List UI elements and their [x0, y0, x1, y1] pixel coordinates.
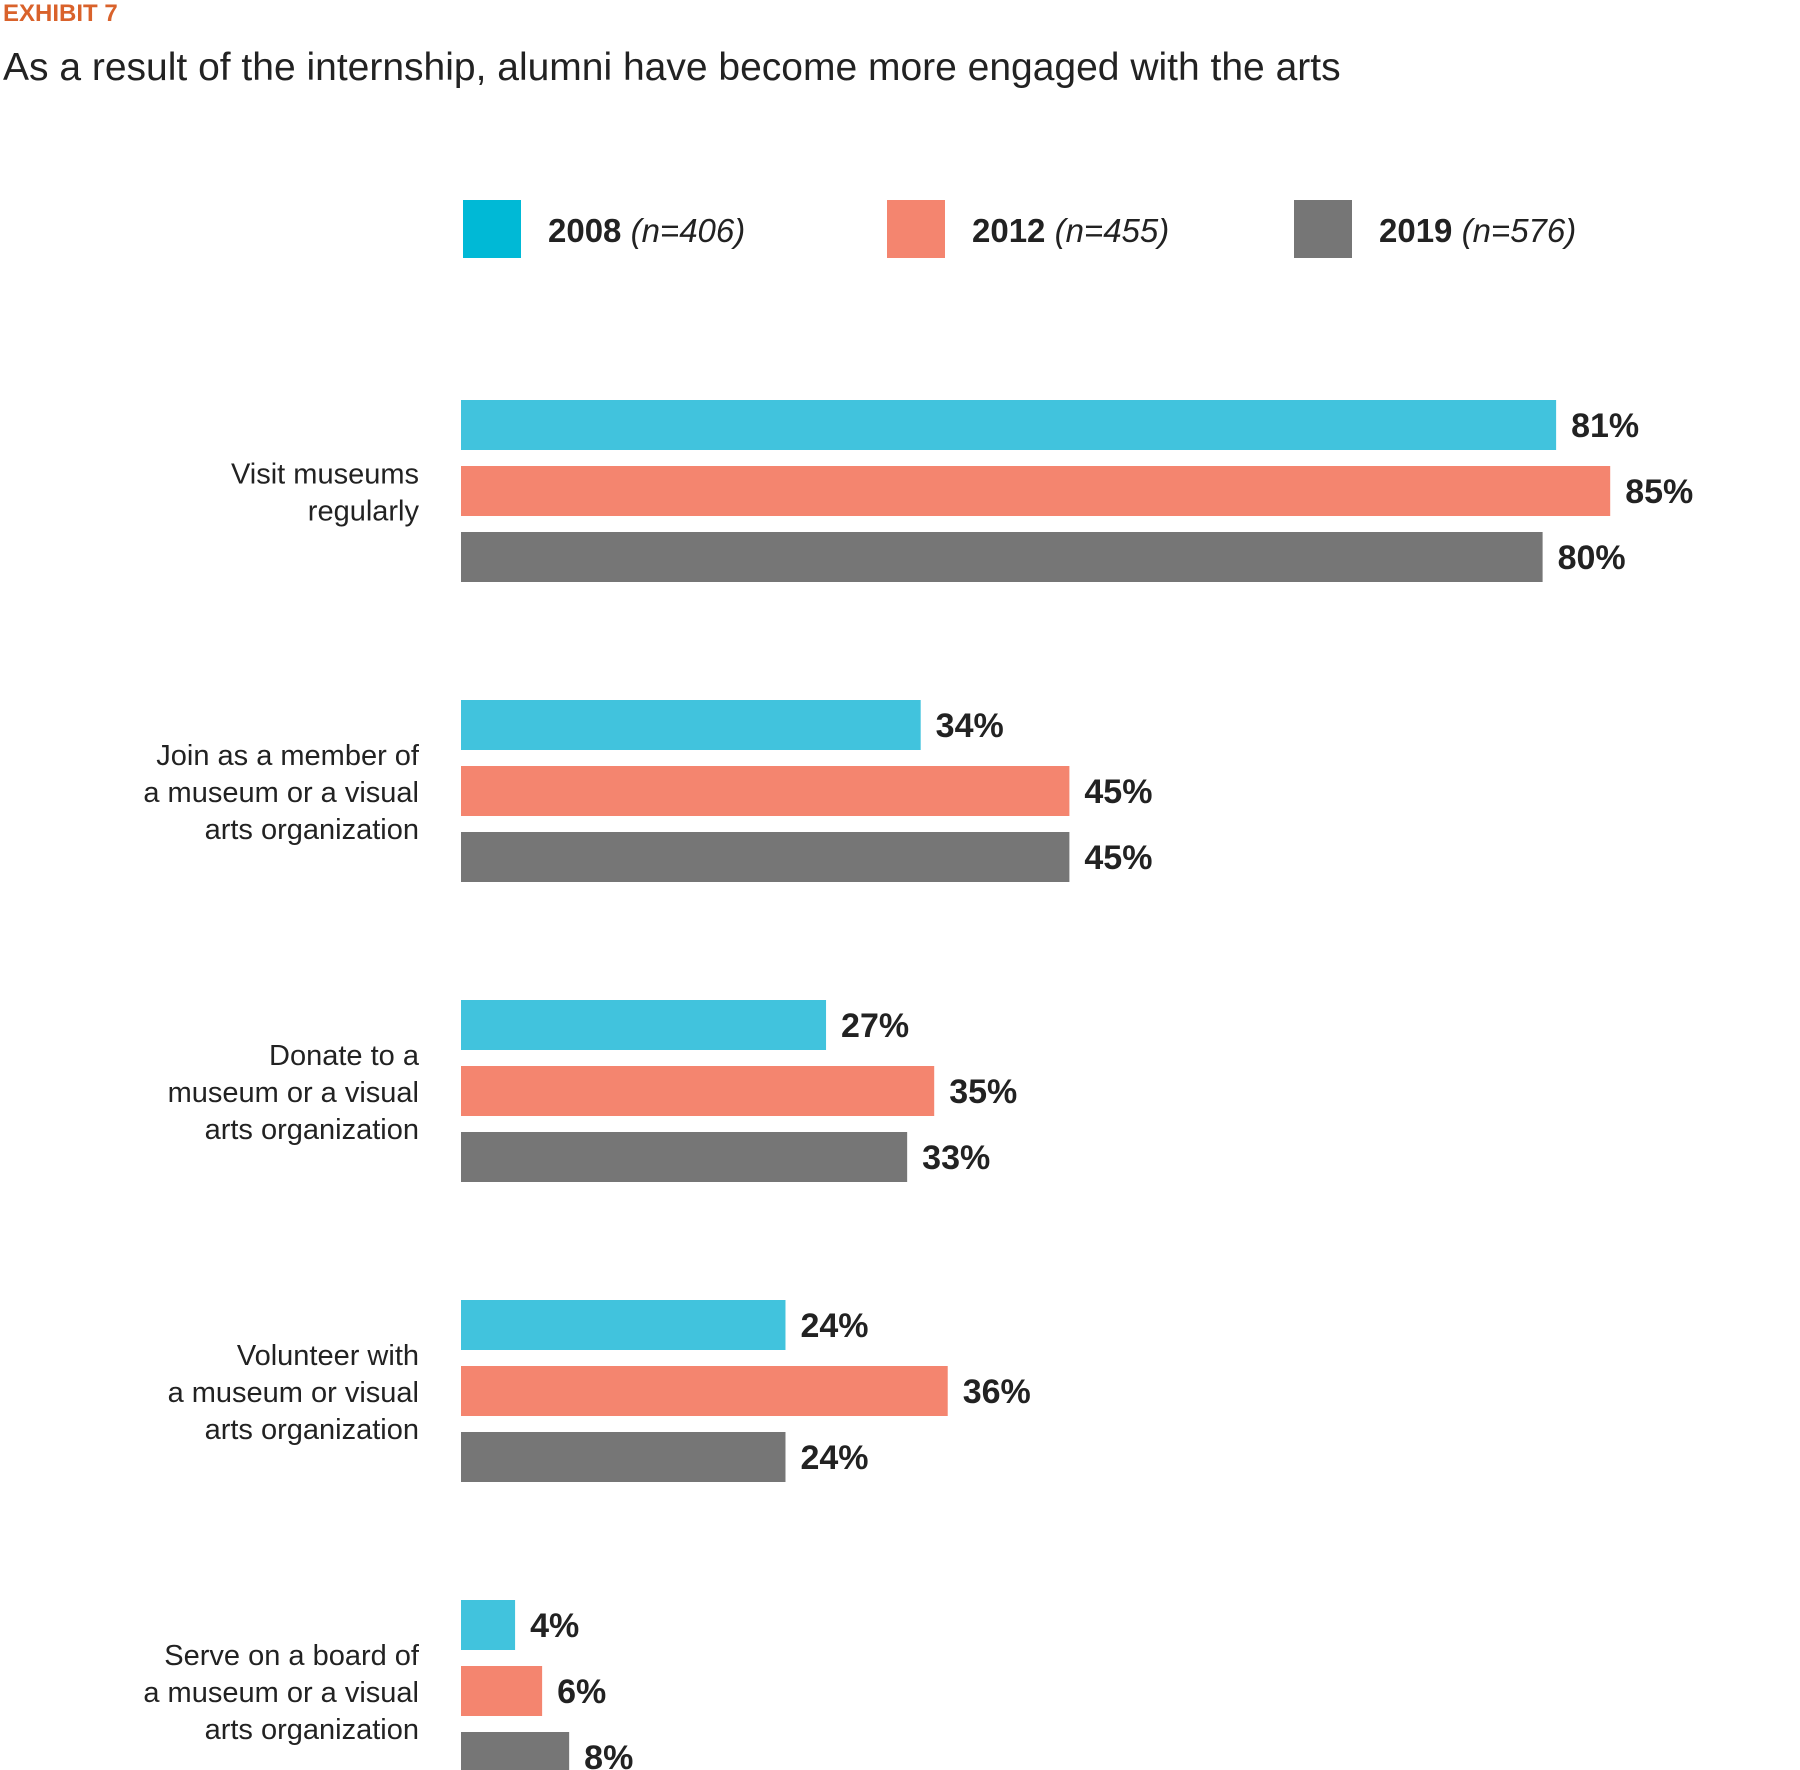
bars	[461, 400, 1611, 1770]
value-label: 45%	[1084, 839, 1152, 877]
legend-label-2012: 2012 (n=455)	[972, 212, 1169, 249]
value-label: 4%	[530, 1607, 579, 1645]
value-label: 35%	[949, 1073, 1017, 1111]
value-label: 8%	[584, 1739, 633, 1770]
legend: 2008 (n=406) 2012 (n=455) 2019 (n=576)	[463, 200, 1576, 258]
value-label: 34%	[936, 707, 1004, 745]
bar-2012	[461, 1666, 543, 1716]
value-label: 80%	[1558, 539, 1626, 577]
value-label: 24%	[800, 1307, 868, 1345]
value-label: 85%	[1625, 473, 1693, 511]
bar-2019	[461, 832, 1070, 882]
legend-swatch-2012	[887, 200, 945, 258]
value-label: 33%	[922, 1139, 990, 1177]
chart-title: As a result of the internship, alumni ha…	[3, 46, 1341, 89]
category-label: Donate to a museum or a visual arts organi…	[168, 1040, 420, 1146]
bar-2019	[461, 1432, 786, 1482]
value-label: 24%	[800, 1439, 868, 1477]
category-label: Visit museums regularly	[231, 459, 420, 528]
exhibit-label: EXHIBIT 7	[3, 0, 118, 27]
bar-2008	[461, 1300, 786, 1350]
bar-2008	[461, 1000, 827, 1050]
category-label: Serve on a board of a museum or a visual a…	[143, 1640, 420, 1746]
bar-2012	[461, 466, 1611, 516]
category-labels: Visit museums regularly Join as a member o…	[143, 459, 420, 1747]
bar-2012	[461, 766, 1070, 816]
legend-label-2008: 2008 (n=406)	[548, 212, 745, 249]
bar-2008	[461, 700, 921, 750]
legend-label-2019: 2019 (n=576)	[1379, 212, 1576, 249]
legend-swatch-2019	[1294, 200, 1352, 258]
value-label: 6%	[557, 1673, 606, 1711]
bar-2012	[461, 1366, 948, 1416]
value-label: 27%	[841, 1007, 909, 1045]
value-label: 36%	[963, 1373, 1031, 1411]
bar-2008	[461, 1600, 516, 1650]
bar-2019	[461, 532, 1543, 582]
legend-swatch-2008	[463, 200, 521, 258]
bar-2012	[461, 1066, 935, 1116]
value-labels: 81% 85% 80% 34% 45% 45% 27% 35% 33% 24% 36% 24% 4% 6%…	[530, 407, 1693, 1770]
category-label: Join as a member of a museum or a visual a…	[143, 740, 420, 846]
bar-2019	[461, 1132, 908, 1182]
value-label: 45%	[1084, 773, 1152, 811]
bar-2008	[461, 400, 1557, 450]
bar-2019	[461, 1732, 570, 1770]
category-label: Volunteer with a museum or visual arts org…	[168, 1340, 419, 1446]
value-label: 81%	[1571, 407, 1639, 445]
